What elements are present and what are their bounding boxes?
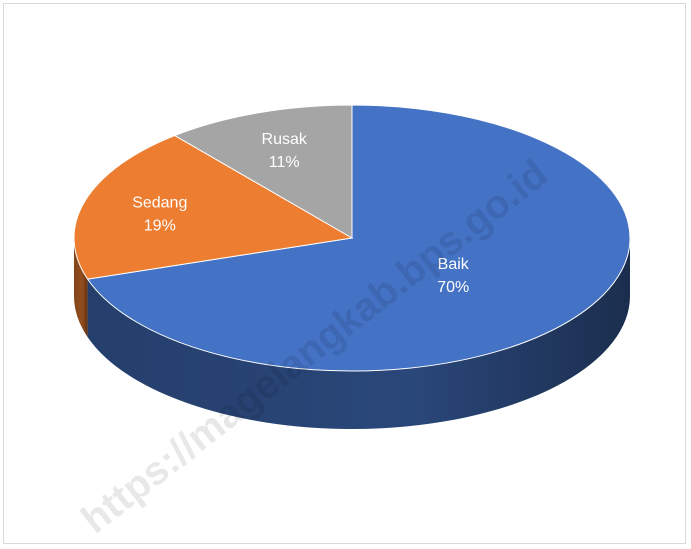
pie-side-sedang xyxy=(74,238,88,338)
slice-value-rusak: 11% xyxy=(269,154,300,171)
pie-side-baik xyxy=(87,238,631,430)
slice-value-baik: 70% xyxy=(437,279,469,296)
slice-label-baik: Baik xyxy=(438,256,470,273)
pie-slice-sedang xyxy=(73,134,354,280)
pie-slice-rusak xyxy=(173,104,353,239)
slice-value-sedang: 19% xyxy=(144,217,176,234)
pie-sides xyxy=(74,238,631,430)
slice-label-sedang: Sedang xyxy=(132,194,187,211)
pie-tops xyxy=(73,104,631,372)
pie-labels: Baik 70% Sedang 19% Rusak 11% xyxy=(132,131,470,296)
pie-slice-baik xyxy=(86,104,631,372)
slice-label-rusak: Rusak xyxy=(262,131,308,148)
